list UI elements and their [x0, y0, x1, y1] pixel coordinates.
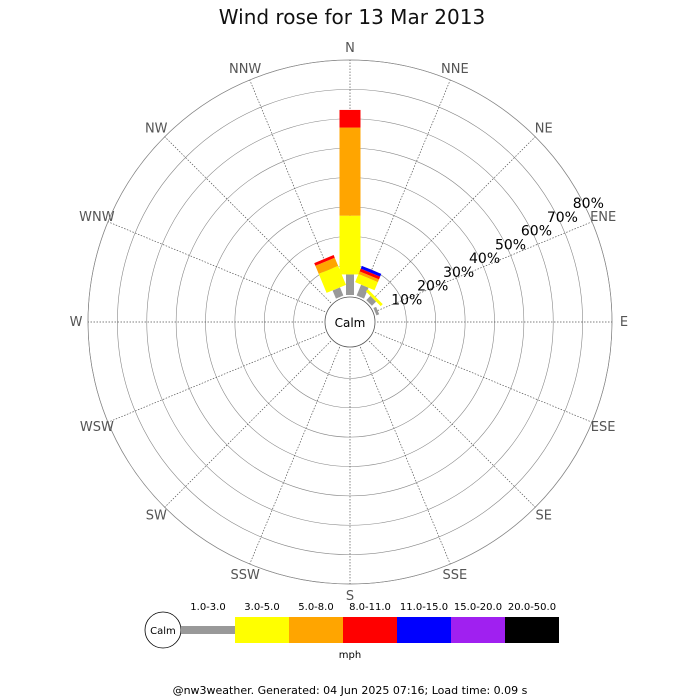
- legend-label: 11.0-15.0: [400, 602, 448, 613]
- bar-nnw-3.0-5.0: [318, 265, 346, 293]
- legend-swatch-5.0-8.0: [289, 617, 343, 643]
- ring-label: 80%: [573, 196, 604, 212]
- ring-label: 60%: [521, 224, 552, 240]
- ring-label: 30%: [443, 265, 474, 281]
- legend-swatch-15.0-20.0: [451, 617, 505, 643]
- direction-label-wsw: WSW: [80, 420, 114, 435]
- legend-swatch-11.0-15.0: [397, 617, 451, 643]
- spoke-wnw: [107, 221, 326, 312]
- direction-label-ssw: SSW: [230, 568, 260, 583]
- bar-n-3.0-5.0: [339, 215, 361, 275]
- speed-legend: Calm 1.0-3.0 3.0-5.0 5.0-8.0 8.0-11.0 11.0-15…: [144, 602, 559, 661]
- direction-label-e: E: [620, 315, 628, 330]
- bar-nnw-1.0-3.0: [332, 287, 344, 299]
- bar-nnw-8.0-11.0: [314, 255, 335, 266]
- ring-label: 20%: [417, 279, 448, 295]
- bar-n-1.0-3.0: [346, 274, 354, 295]
- bar-nnw-5.0-8.0: [315, 257, 339, 274]
- spoke-sse: [360, 346, 451, 565]
- direction-label-nne: NNE: [441, 62, 469, 77]
- direction-label-ese: ESE: [591, 420, 616, 435]
- footer-text: @nw3weather. Generated: 04 Jun 2025 07:1…: [173, 684, 528, 697]
- spoke-ne: [368, 136, 536, 304]
- direction-label-ene: ENE: [590, 210, 616, 225]
- grid-ring: [117, 89, 583, 555]
- legend-label: 3.0-5.0: [244, 602, 279, 613]
- direction-label-sw: SW: [146, 509, 167, 524]
- legend-swatch-3.0-5.0: [235, 617, 289, 643]
- calm-center: Calm: [324, 296, 376, 348]
- direction-label-s: S: [346, 589, 354, 604]
- bar-nne-5.0-8.0: [358, 271, 380, 283]
- spoke-ene: [374, 221, 593, 312]
- spoke-nne: [360, 79, 451, 298]
- direction-label-sse: SSE: [442, 568, 467, 583]
- ring-labels: 10%20%30%40%50%60%70%80%: [391, 196, 604, 309]
- spoke-se: [368, 340, 536, 508]
- calm-label: Calm: [335, 316, 366, 330]
- legend-swatch-8.0-11.0: [343, 617, 397, 643]
- direction-label-n: N: [345, 41, 355, 56]
- ring-label: 40%: [469, 251, 500, 267]
- direction-label-nw: NW: [145, 121, 168, 136]
- spoke-sw: [164, 340, 332, 508]
- direction-label-wnw: WNW: [79, 210, 115, 225]
- spoke-ese: [374, 332, 593, 423]
- wind-bars: [314, 109, 383, 316]
- bar-nne-8.0-11.0: [359, 268, 381, 280]
- legend-label: 8.0-11.0: [349, 602, 391, 613]
- direction-label-w: W: [70, 315, 83, 330]
- direction-label-se: SE: [536, 509, 552, 524]
- bar-nne-11.0-15.0: [360, 265, 382, 277]
- direction-label-nnw: NNW: [229, 62, 261, 77]
- legend-label: 1.0-3.0: [190, 602, 225, 613]
- spoke-ssw: [249, 346, 340, 565]
- chart-title: Wind rose for 13 Mar 2013: [219, 5, 485, 29]
- bar-nne-1.0-3.0: [356, 284, 369, 299]
- bar-ne-1.0-3.0: [366, 295, 377, 306]
- legend-swatch-20.0-50.0: [505, 617, 559, 643]
- bar-n-8.0-11.0: [339, 109, 361, 128]
- bar-ene-1.0-3.0: [373, 306, 380, 316]
- legend-label: 20.0-50.0: [508, 602, 556, 613]
- ring-label: 10%: [391, 293, 422, 309]
- bar-ne-3.0-5.0: [365, 289, 383, 307]
- spoke-nw: [164, 136, 332, 304]
- unit-label: mph: [339, 650, 361, 661]
- legend-calm-label: Calm: [150, 626, 176, 637]
- bar-n-5.0-8.0: [339, 127, 361, 216]
- legend-label: 15.0-20.0: [454, 602, 502, 613]
- ring-label: 50%: [495, 237, 526, 253]
- legend-label: 5.0-8.0: [298, 602, 333, 613]
- legend-swatch-1.0-3.0: [181, 626, 235, 634]
- direction-label-ne: NE: [535, 121, 553, 136]
- bar-nne-3.0-5.0: [355, 274, 378, 291]
- spoke-wsw: [107, 332, 326, 423]
- ring-label: 70%: [547, 210, 578, 226]
